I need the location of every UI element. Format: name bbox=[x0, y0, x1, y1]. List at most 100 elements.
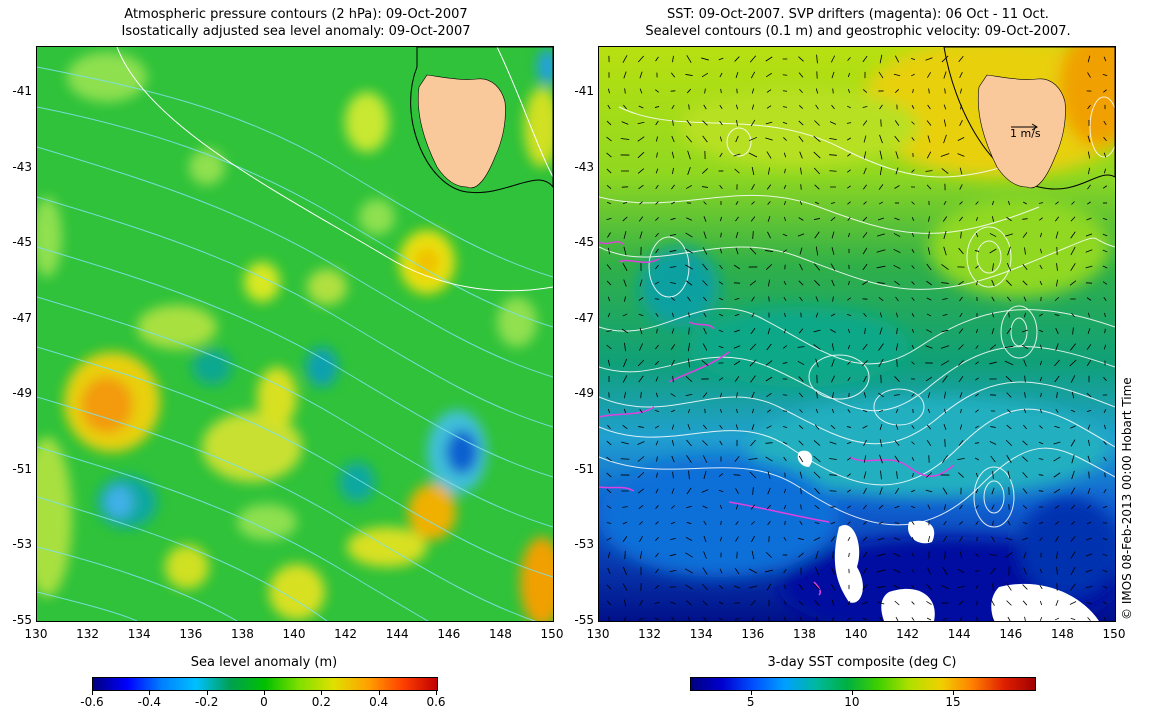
velocity-arrow bbox=[751, 616, 755, 621]
velocity-arrow bbox=[943, 104, 947, 110]
velocity-arrow bbox=[703, 520, 707, 526]
velocity-arrow bbox=[783, 536, 787, 542]
velocity-arrow bbox=[848, 280, 850, 286]
velocity-arrow bbox=[879, 150, 883, 160]
velocity-arrow bbox=[942, 455, 948, 463]
velocity-arrow bbox=[944, 391, 946, 399]
sealevel-contours bbox=[599, 96, 1115, 528]
velocity-arrow bbox=[606, 472, 612, 478]
velocity-arrow bbox=[749, 247, 757, 255]
right-lon-tick: 144 bbox=[947, 627, 971, 641]
velocity-arrow bbox=[688, 327, 690, 335]
velocity-arrow bbox=[735, 520, 739, 526]
velocity-arrow bbox=[815, 358, 819, 368]
velocity-arrow bbox=[893, 264, 901, 270]
velocity-arrow bbox=[1070, 583, 1076, 591]
velocity-arrow bbox=[846, 314, 852, 316]
velocity-arrow bbox=[926, 280, 932, 286]
velocity-arrow bbox=[878, 297, 884, 301]
velocity-arrow bbox=[637, 136, 645, 142]
velocity-arrow bbox=[975, 409, 979, 413]
velocity-arrow bbox=[878, 521, 884, 525]
velocity-arrow bbox=[1087, 424, 1091, 430]
velocity-arrow bbox=[719, 440, 723, 446]
velocity-arrow bbox=[1085, 553, 1093, 557]
velocity-arrow bbox=[829, 121, 837, 125]
sla-colorbar-tick: -0.2 bbox=[194, 695, 219, 709]
velocity-arrow bbox=[654, 281, 660, 285]
velocity-arrow bbox=[685, 232, 693, 238]
velocity-arrow bbox=[830, 216, 836, 222]
velocity-arrow bbox=[960, 231, 962, 239]
velocity-arrow bbox=[862, 216, 868, 222]
velocity-arrow bbox=[735, 216, 739, 222]
velocity-arrow bbox=[784, 168, 786, 174]
velocity-arrow bbox=[1055, 536, 1059, 542]
velocity-arrow bbox=[974, 442, 980, 444]
velocity-arrow bbox=[957, 457, 965, 461]
velocity-arrow bbox=[783, 184, 787, 190]
velocity-arrow bbox=[940, 345, 950, 349]
velocity-arrow bbox=[1022, 537, 1028, 541]
velocity-arrow bbox=[606, 584, 612, 590]
velocity-arrow bbox=[958, 600, 964, 606]
velocity-arrow bbox=[1072, 327, 1074, 335]
velocity-arrow bbox=[1102, 569, 1108, 573]
velocity-arrow bbox=[846, 426, 852, 428]
velocity-arrow bbox=[606, 440, 612, 446]
velocity-arrow bbox=[878, 409, 884, 413]
velocity-arrow bbox=[798, 280, 804, 286]
velocity-arrow bbox=[912, 88, 914, 94]
velocity-arrow bbox=[688, 470, 690, 480]
velocity-arrow bbox=[670, 537, 676, 541]
velocity-arrow bbox=[798, 552, 804, 558]
velocity-arrow bbox=[686, 487, 692, 495]
left-lat-tick: -45 bbox=[12, 235, 32, 250]
velocity-arrow bbox=[638, 105, 644, 109]
velocity-arrow bbox=[655, 392, 659, 398]
velocity-arrow bbox=[813, 537, 821, 541]
velocity-arrow bbox=[686, 600, 692, 606]
left-colorbar-label: Sea level anomaly (m) bbox=[190, 655, 338, 670]
velocity-arrow bbox=[655, 313, 659, 317]
velocity-arrow bbox=[1087, 312, 1091, 318]
velocity-arrow bbox=[847, 377, 851, 381]
velocity-arrow bbox=[942, 375, 948, 383]
velocity-arrow bbox=[621, 328, 629, 334]
velocity-arrow bbox=[718, 57, 724, 61]
velocity-arrow bbox=[958, 247, 964, 255]
velocity-arrow bbox=[656, 472, 658, 478]
velocity-arrow bbox=[1085, 586, 1093, 588]
sla-colorbar-tick-mark bbox=[436, 690, 437, 695]
velocity-arrow bbox=[766, 504, 772, 510]
velocity-arrow bbox=[911, 121, 915, 125]
velocity-arrow bbox=[671, 439, 675, 447]
velocity-arrow bbox=[734, 456, 740, 462]
velocity-arrow bbox=[606, 120, 612, 126]
velocity-arrow bbox=[975, 425, 979, 429]
velocity-arrow bbox=[1055, 231, 1059, 239]
velocity-arrow bbox=[702, 120, 708, 126]
velocity-arrow bbox=[638, 55, 644, 63]
velocity-arrow bbox=[878, 343, 884, 351]
velocity-arrow bbox=[928, 88, 930, 94]
velocity-arrow bbox=[751, 166, 755, 176]
velocity-arrow bbox=[877, 217, 885, 221]
velocity-arrow bbox=[847, 169, 851, 173]
velocity-arrow bbox=[831, 247, 835, 255]
velocity-arrow bbox=[672, 375, 674, 383]
velocity-arrow bbox=[734, 56, 740, 62]
velocity-arrow bbox=[1008, 312, 1010, 318]
velocity-arrow bbox=[1103, 616, 1107, 621]
velocity-arrow bbox=[1022, 456, 1028, 462]
velocity-arrow bbox=[766, 583, 772, 591]
velocity-arrow bbox=[735, 488, 739, 494]
velocity-arrow bbox=[832, 391, 834, 399]
left-lon-tick: 140 bbox=[282, 627, 306, 641]
velocity-arrow bbox=[926, 151, 932, 159]
velocity-arrow bbox=[783, 297, 787, 301]
velocity-arrow bbox=[813, 218, 821, 220]
velocity-arrow bbox=[799, 263, 803, 271]
velocity-arrow bbox=[991, 327, 995, 335]
velocity-arrow bbox=[911, 345, 915, 349]
